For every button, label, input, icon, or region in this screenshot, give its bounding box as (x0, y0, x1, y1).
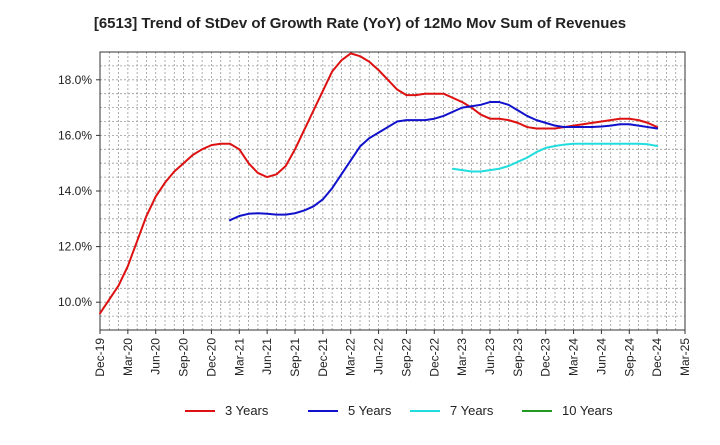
chart-title: [6513] Trend of StDev of Growth Rate (Yo… (94, 15, 626, 32)
legend-label-10-years: 10 Years (562, 403, 613, 418)
plot-area: 10.0% 12.0% 14.0% 16.0% 18.0% Dec-19 Mar-20 Jun… (58, 51, 692, 377)
x-tick-label: Mar-25 (678, 338, 692, 376)
x-tick-label: Mar-21 (232, 338, 246, 376)
x-tick-label: Sep-23 (511, 338, 525, 377)
legend-label-3-years: 3 Years (225, 403, 269, 418)
series-line-5-years (229, 101, 659, 222)
x-tick-label: Jun-20 (149, 338, 163, 375)
y-tick-label: 16.0% (58, 128, 92, 142)
x-tick-label: Jun-21 (260, 338, 274, 375)
x-tick-label: Dec-24 (650, 338, 664, 377)
legend-label-7-years: 7 Years (450, 403, 494, 418)
x-tick-label: Jun-24 (594, 338, 608, 375)
x-tick-label: Dec-22 (427, 338, 441, 377)
y-tick-label: 10.0% (58, 295, 92, 309)
x-tick-label: Sep-20 (177, 338, 191, 377)
x-tick-label: Mar-23 (455, 338, 469, 376)
x-tick-label: Jun-22 (372, 338, 386, 375)
x-tick-label: Jun-23 (483, 338, 497, 375)
legend: 3 Years 5 Years 7 Years 10 Years (185, 403, 613, 418)
y-tick-label: 14.0% (58, 184, 92, 198)
legend-label-5-years: 5 Years (348, 403, 392, 418)
x-tick-label: Sep-21 (288, 338, 302, 377)
x-tick-label: Sep-22 (399, 338, 413, 377)
x-tick-label: Dec-23 (539, 338, 553, 377)
series-line-7-years (451, 142, 659, 173)
x-tick-label: Dec-20 (204, 338, 218, 377)
x-tick-label: Dec-19 (93, 338, 107, 377)
x-tick-label: Sep-24 (622, 338, 636, 377)
y-tick-label: 12.0% (58, 240, 92, 254)
x-tick-label: Mar-20 (121, 338, 135, 376)
y-tick-label: 18.0% (58, 73, 92, 87)
x-tick-label: Mar-22 (344, 338, 358, 376)
x-tick-label: Mar-24 (567, 338, 581, 376)
x-tick-label: Dec-21 (316, 338, 330, 377)
